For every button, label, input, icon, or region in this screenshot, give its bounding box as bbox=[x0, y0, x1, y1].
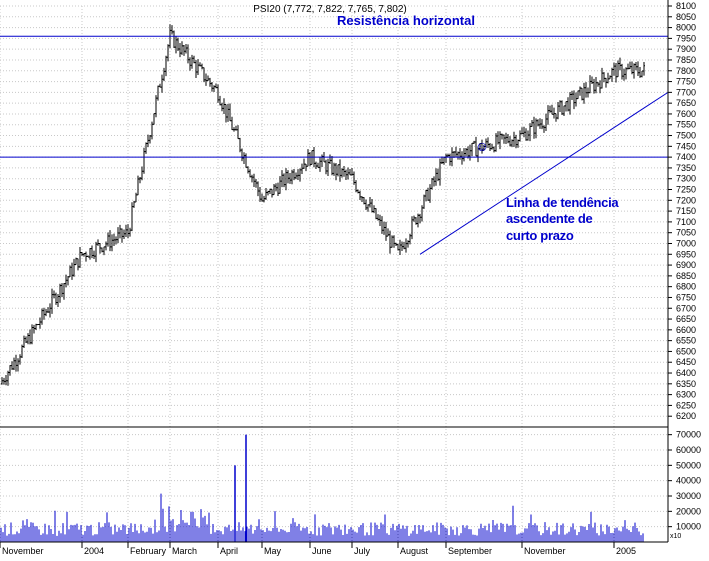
y-tick-label: 7500 bbox=[676, 131, 696, 141]
y-tick-label: 6750 bbox=[676, 292, 696, 302]
y-tick-label: 6350 bbox=[676, 379, 696, 389]
y-tick-label: 7550 bbox=[676, 120, 696, 130]
x-tick-label: March bbox=[172, 546, 197, 556]
chart-title: PSI20 (7,772, 7,822, 7,765, 7,802) bbox=[253, 4, 406, 15]
trendline-label-line-2: ascendente de bbox=[506, 211, 592, 226]
trendline-label-line-1: Linha de tendência bbox=[506, 195, 619, 210]
volume-tick-label: 60000 bbox=[676, 445, 701, 455]
y-tick-label: 7250 bbox=[676, 185, 696, 195]
smiley-icon: ☺ bbox=[475, 138, 489, 154]
trendline bbox=[419, 91, 669, 255]
x-tick-label: July bbox=[354, 546, 371, 556]
annotations bbox=[0, 35, 669, 255]
y-tick-label: 6800 bbox=[676, 282, 696, 292]
y-tick-label: 7700 bbox=[676, 87, 696, 97]
y-tick-label: 7400 bbox=[676, 152, 696, 162]
y-tick-label: 6950 bbox=[676, 249, 696, 259]
volume-tick-label: 50000 bbox=[676, 460, 701, 470]
volume-tick-label: 40000 bbox=[676, 476, 701, 486]
y-tick-label: 6450 bbox=[676, 357, 696, 367]
volume-scale-label: x10 bbox=[670, 533, 681, 540]
y-tick-label: 8000 bbox=[676, 23, 696, 33]
y-tick-label: 6300 bbox=[676, 390, 696, 400]
y-tick-label: 6700 bbox=[676, 303, 696, 313]
y-tick-label: 7750 bbox=[676, 77, 696, 87]
x-tick-label: November bbox=[524, 546, 566, 556]
volume-bars bbox=[0, 434, 644, 542]
price-candles bbox=[1, 24, 645, 386]
x-tick-label: April bbox=[220, 546, 238, 556]
x-tick-label: November bbox=[2, 546, 44, 556]
y-tick-label: 6600 bbox=[676, 325, 696, 335]
y-tick-label: 7150 bbox=[676, 206, 696, 216]
x-tick-label: May bbox=[264, 546, 282, 556]
y-tick-label: 6400 bbox=[676, 368, 696, 378]
y-tick-label: 7200 bbox=[676, 195, 696, 205]
volume-tick-label: 70000 bbox=[676, 430, 701, 440]
y-tick-label: 6650 bbox=[676, 314, 696, 324]
y-tick-label: 7950 bbox=[676, 33, 696, 43]
y-tick-label: 8100 bbox=[676, 1, 696, 11]
y-tick-label: 7000 bbox=[676, 238, 696, 248]
x-tick-label: September bbox=[448, 546, 492, 556]
x-tick-label: February bbox=[130, 546, 167, 556]
y-tick-label: 8050 bbox=[676, 12, 696, 22]
grid bbox=[0, 5, 668, 542]
y-tick-label: 6200 bbox=[676, 411, 696, 421]
volume-tick-label: 10000 bbox=[676, 522, 701, 532]
trendline-label-line-3: curto prazo bbox=[506, 228, 574, 243]
y-tick-label: 7450 bbox=[676, 141, 696, 151]
y-tick-label: 7100 bbox=[676, 217, 696, 227]
y-tick-label: 6550 bbox=[676, 336, 696, 346]
axes: 6200625063006350640064506500655066006650… bbox=[0, 0, 701, 556]
y-tick-label: 7650 bbox=[676, 98, 696, 108]
y-tick-label: 6500 bbox=[676, 346, 696, 356]
x-tick-label: June bbox=[312, 546, 332, 556]
y-tick-label: 7350 bbox=[676, 163, 696, 173]
y-tick-label: 6900 bbox=[676, 260, 696, 270]
x-tick-label: 2005 bbox=[616, 546, 636, 556]
volume-tick-label: 20000 bbox=[676, 506, 701, 516]
y-tick-label: 7300 bbox=[676, 174, 696, 184]
y-tick-label: 6250 bbox=[676, 400, 696, 410]
y-tick-label: 7600 bbox=[676, 109, 696, 119]
volume-tick-label: 30000 bbox=[676, 491, 701, 501]
resistance-label: Resistência horizontal bbox=[337, 13, 475, 28]
y-tick-label: 7900 bbox=[676, 44, 696, 54]
y-tick-label: 7800 bbox=[676, 66, 696, 76]
y-tick-label: 7850 bbox=[676, 55, 696, 65]
y-tick-label: 7050 bbox=[676, 228, 696, 238]
x-tick-label: August bbox=[400, 546, 429, 556]
x-tick-label: 2004 bbox=[84, 546, 104, 556]
y-tick-label: 6850 bbox=[676, 271, 696, 281]
